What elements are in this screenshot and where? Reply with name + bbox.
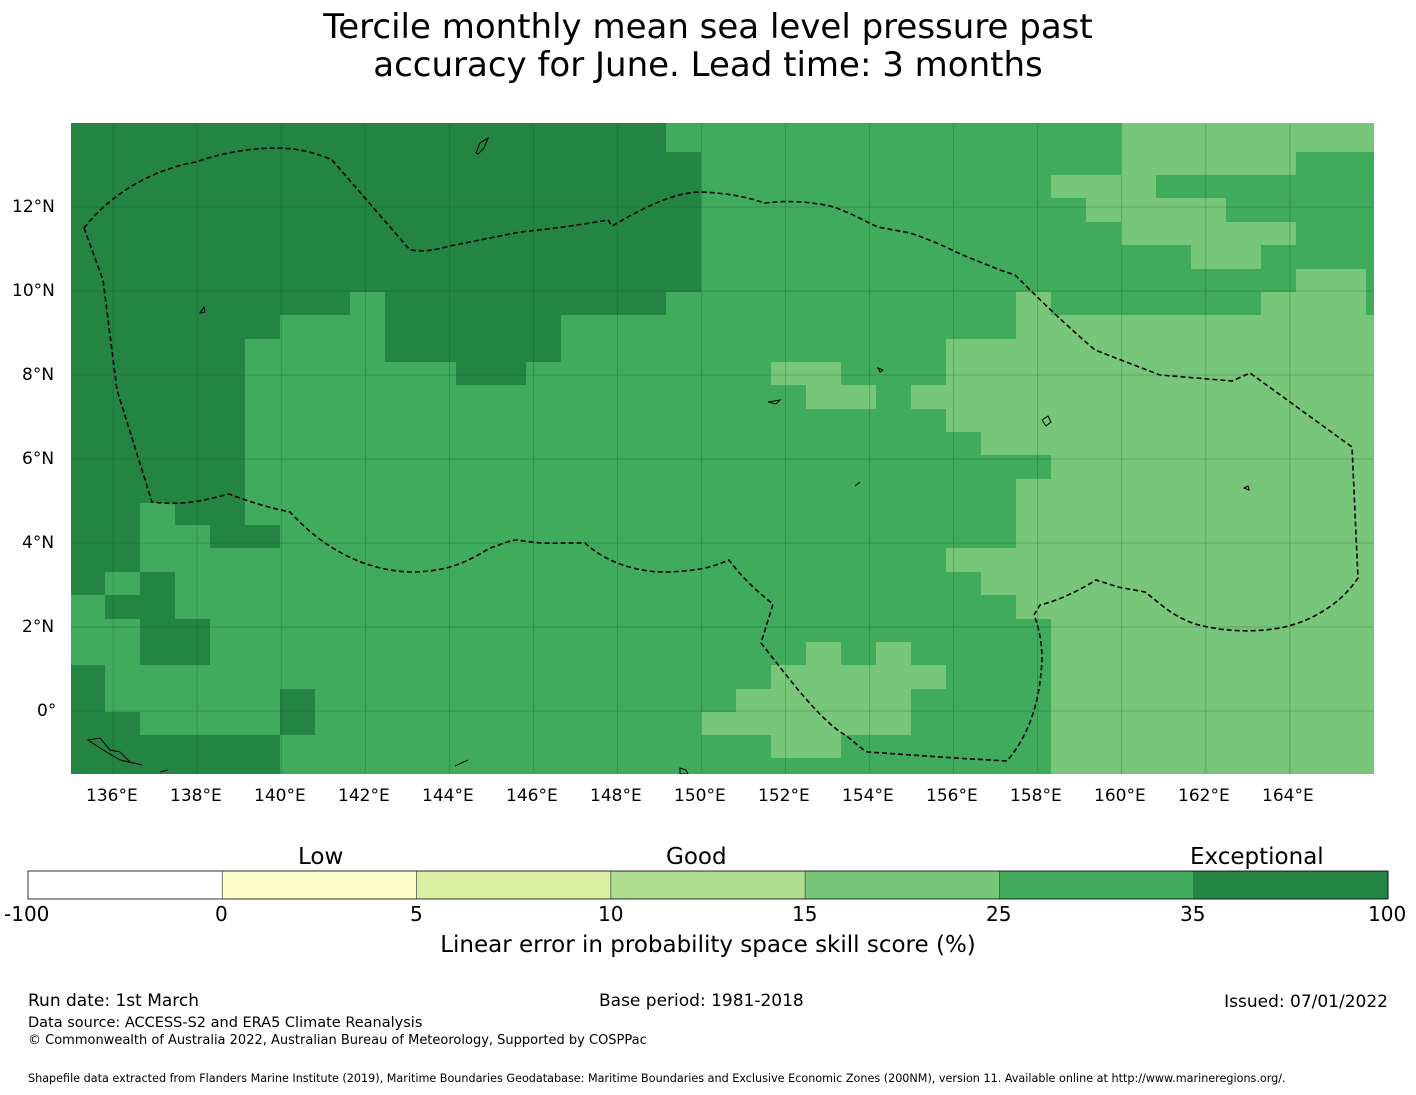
lat-tick-0: 0°	[37, 701, 57, 721]
colorbar-label: Linear error in probability space skill …	[440, 932, 976, 958]
region-exceptional-nw	[71, 123, 701, 595]
region-good-east	[911, 292, 1374, 774]
shapefile-credit: Shapefile data extracted from Flanders M…	[28, 1072, 1286, 1085]
lon-tick: 158°E	[1010, 786, 1062, 806]
legend-category-exceptional: Exceptional	[1190, 844, 1324, 870]
lat-tick-12n: 12°N	[12, 197, 55, 217]
region-good-ne3	[1296, 269, 1366, 292]
lon-tick: 156°E	[926, 786, 978, 806]
region-exceptional-cell	[280, 689, 315, 735]
chart-title-line-2: accuracy for June. Lead time: 3 months	[373, 45, 1043, 85]
region-good-ne2	[1156, 152, 1226, 175]
lon-tick: 146°E	[506, 786, 558, 806]
region-exceptional-w2	[71, 665, 280, 774]
lat-tick-2n: 2°N	[22, 617, 55, 637]
lon-tick: 160°E	[1094, 786, 1146, 806]
copyright: © Commonwealth of Australia 2022, Austra…	[28, 1033, 647, 1048]
region-good-south	[701, 642, 946, 758]
region-exceptional-north	[631, 292, 666, 315]
colorbar-segment	[1193, 871, 1389, 899]
colorbar-segment	[222, 871, 418, 899]
colorbar	[27, 870, 1389, 900]
colorbar-tick: 25	[986, 902, 1012, 926]
chart-title-line-1: Tercile monthly mean sea level pressure …	[323, 7, 1093, 47]
region-exceptional-w1	[105, 572, 210, 665]
colorbar-tick: 5	[410, 902, 423, 926]
lat-tick-4n: 4°N	[22, 533, 55, 553]
eez-boundary-north	[83, 147, 1359, 632]
colorbar-segment	[805, 871, 1000, 899]
lon-tick: 142°E	[338, 786, 390, 806]
lon-tick: 164°E	[1262, 786, 1314, 806]
legend-category-low: Low	[298, 844, 344, 870]
run-date: Run date: 1st March	[28, 991, 200, 1011]
region-good-central1	[771, 362, 876, 409]
colorbar-segment	[999, 871, 1195, 899]
colorbar-tick: 0	[215, 902, 228, 926]
issued-date: Issued: 07/01/2022	[1224, 992, 1388, 1012]
map-gridlines	[71, 123, 1374, 774]
skill-map-cells	[71, 123, 1374, 774]
base-period: Base period: 1981-2018	[599, 991, 804, 1011]
lon-tick: 138°E	[170, 786, 222, 806]
eez-boundary-palau-fsm	[83, 227, 1043, 762]
lat-tick-6n: 6°N	[22, 449, 55, 469]
lon-tick: 148°E	[590, 786, 642, 806]
lon-tick: 136°E	[86, 786, 138, 806]
lon-tick: 152°E	[758, 786, 810, 806]
lon-tick: 162°E	[1178, 786, 1230, 806]
colorbar-segment	[28, 871, 223, 899]
lon-tick: 144°E	[422, 786, 474, 806]
colorbar-tick: 100	[1368, 902, 1407, 926]
colorbar-tick: 15	[792, 902, 818, 926]
colorbar-tick: -100	[4, 902, 50, 926]
lon-tick: 140°E	[254, 786, 306, 806]
island-outlines	[86, 136, 1250, 774]
colorbar-segment	[416, 871, 612, 899]
colorbar-segment	[610, 871, 806, 899]
legend-category-good: Good	[666, 844, 727, 870]
colorbar-frame	[27, 870, 1389, 900]
colorbar-tick: 35	[1180, 902, 1206, 926]
lat-tick-10n: 10°N	[12, 281, 55, 301]
data-source: Data source: ACCESS-S2 and ERA5 Climate …	[28, 1015, 423, 1031]
colorbar-tick: 10	[598, 902, 624, 926]
region-good-northeast	[1051, 123, 1374, 269]
region-exceptional-sw	[175, 503, 280, 548]
lat-tick-8n: 8°N	[22, 365, 55, 385]
lon-tick: 150°E	[674, 786, 726, 806]
lon-tick: 154°E	[842, 786, 894, 806]
